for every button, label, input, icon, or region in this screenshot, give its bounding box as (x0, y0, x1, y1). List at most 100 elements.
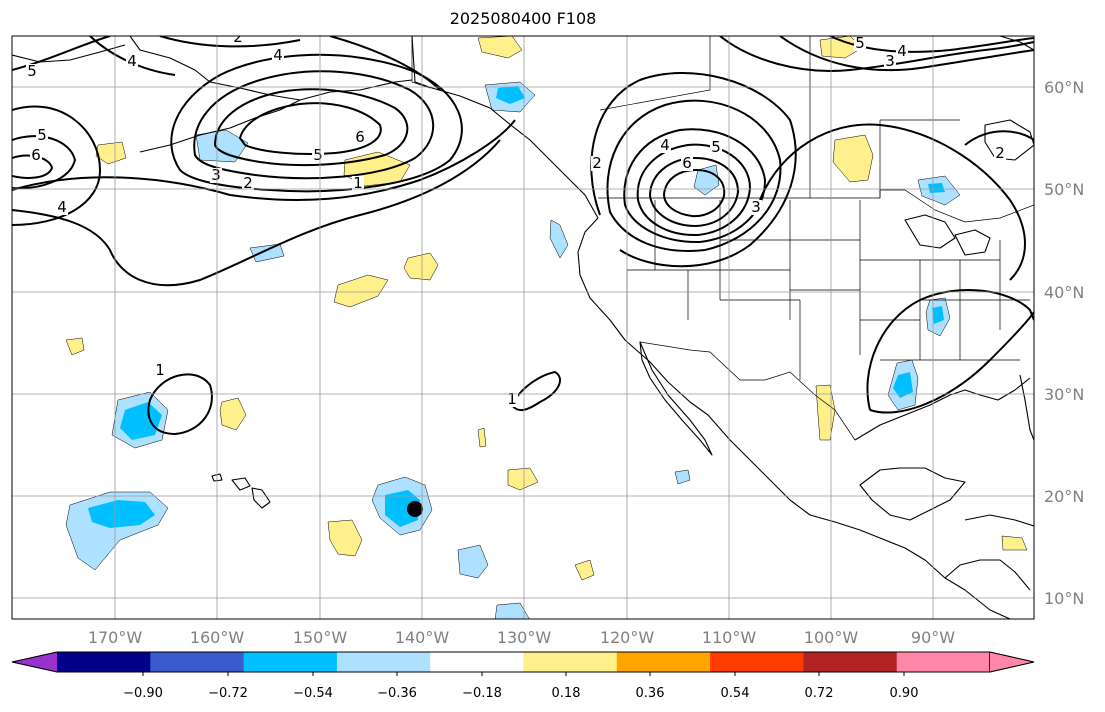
baja-california (639, 341, 713, 456)
deep-blue-gulf (893, 372, 913, 398)
hawaii-2 (231, 477, 251, 491)
blue-area-pacific-small (249, 243, 285, 263)
us-mexico-border (639, 341, 856, 441)
contour-label: 2 (233, 28, 243, 46)
colorbar-extend-low (11, 651, 58, 673)
contour-nw-4 (623, 128, 767, 244)
contour-label-bg (994, 146, 1006, 161)
contour-ak-6 (238, 102, 382, 155)
blue-area-oregon (549, 219, 569, 259)
latitude-label: 50°N (1044, 180, 1084, 199)
colorbar-tick-label: −0.18 (462, 686, 502, 701)
contour-w-4 (12, 105, 102, 226)
latitude-label: 60°N (1044, 78, 1084, 97)
graticule (12, 36, 1034, 619)
great-lakes-2 (954, 229, 991, 256)
colorbar-tick-label: −0.54 (293, 686, 333, 701)
colorbar-tick-label: 0.54 (721, 686, 750, 701)
contour-label-bg (354, 130, 366, 145)
colorbar-extend-high (989, 651, 1035, 673)
contour-label-bg (591, 156, 603, 171)
contour-label: 4 (273, 46, 283, 64)
contour-label-bg (896, 44, 908, 59)
contour-label: 1 (507, 390, 517, 408)
contour-label-bg (154, 363, 166, 378)
contour-label-bg (710, 140, 722, 155)
yellow-area-south3 (574, 559, 595, 581)
colorbar-bin (430, 652, 525, 672)
contour-label-bg (272, 48, 284, 63)
contour-se-2 (869, 311, 1034, 414)
contour-nw-7 (662, 168, 726, 218)
colorbar-tick-label: 0.18 (552, 686, 581, 701)
contour-label: 5 (313, 146, 323, 164)
contour-label-bg (681, 156, 693, 171)
contour-w-5 (12, 135, 77, 190)
contour-ak-2 (12, 139, 501, 287)
contour-mid-can (759, 123, 1026, 281)
colorbar-tick-label: −0.90 (123, 686, 163, 701)
colorbar-bin (710, 652, 804, 672)
contour-label-bg (506, 392, 518, 407)
hudson-bay (984, 119, 1034, 161)
contour-label-bg (352, 176, 364, 191)
contour-label: 2 (592, 154, 602, 172)
contour-label-bg (854, 36, 866, 51)
map-title: 2025080400 F108 (449, 9, 597, 28)
contour-nw-2 (590, 72, 797, 268)
contour-label: 3 (211, 166, 221, 184)
yellow-area-canada-n (819, 36, 863, 59)
deep-blue-great-lakes (928, 183, 945, 193)
yellow-area-caribbean (1001, 535, 1028, 551)
longitude-label: 170°W (88, 628, 143, 647)
contour-ak-1 (12, 119, 516, 201)
contour-label: 2 (995, 144, 1005, 162)
contour-bering-5 (12, 36, 111, 71)
alaska-peninsula (139, 99, 301, 153)
colorbar-tick-label: −0.72 (208, 686, 248, 701)
contour-nw-3 (606, 99, 782, 252)
contour-ak-4 (193, 70, 435, 180)
longitude-label: 150°W (293, 628, 348, 647)
contour-can-2 (964, 130, 1034, 146)
yellow-area-pacific-mid1 (333, 274, 389, 308)
latitude-label: 40°N (1044, 283, 1084, 302)
colorbar-bin (896, 652, 991, 672)
contour-can-3 (779, 36, 1034, 72)
colorbar-ticks: −0.90 −0.72 −0.54 −0.36 −0.18 0.18 0.36 0.54 0.7… (123, 672, 918, 701)
contour-se-1 (866, 289, 1034, 411)
deep-blue-hawaii-nw (120, 402, 162, 440)
contour-top-2 (159, 36, 301, 48)
deep-blue-tennessee (932, 306, 944, 324)
latitude-label: 30°N (1044, 385, 1084, 404)
deep-blue-storm (385, 490, 420, 527)
contour-label: 2 (243, 174, 253, 192)
canada-provinces (599, 36, 960, 198)
contour-label-bg (750, 200, 762, 215)
yellow-area-canada (832, 134, 874, 183)
longitude-label: 100°W (804, 628, 859, 647)
contour-label-bg (126, 54, 138, 69)
contour-top-ak (329, 36, 441, 91)
latitude-labels: 60°N 50°N 40°N 30°N 20°N 10°N (1044, 78, 1084, 608)
colorbar (11, 651, 1035, 673)
colorbar-tick-label: −0.36 (377, 686, 417, 701)
contour-label: 1 (155, 361, 165, 379)
greenland-edge (999, 36, 1034, 51)
anomaly-shading (65, 36, 1028, 619)
contour-label-bg (312, 148, 324, 163)
colorbar-bin (336, 652, 431, 672)
yellow-area-aleutian (95, 141, 127, 165)
longitude-label: 140°W (395, 628, 450, 647)
yellow-area-hawaii-n (219, 397, 247, 431)
deep-blue-alaska (496, 86, 525, 104)
contour-ak-5 (213, 88, 409, 167)
blue-area-gulf-alaska (195, 129, 249, 163)
map-frame (11, 35, 1035, 620)
contour-label: 3 (885, 52, 895, 70)
contour-w-6 (12, 154, 54, 179)
blue-area-south-pacific (457, 544, 489, 579)
latitude-label: 10°N (1044, 589, 1084, 608)
blue-area-bottom (494, 602, 530, 619)
